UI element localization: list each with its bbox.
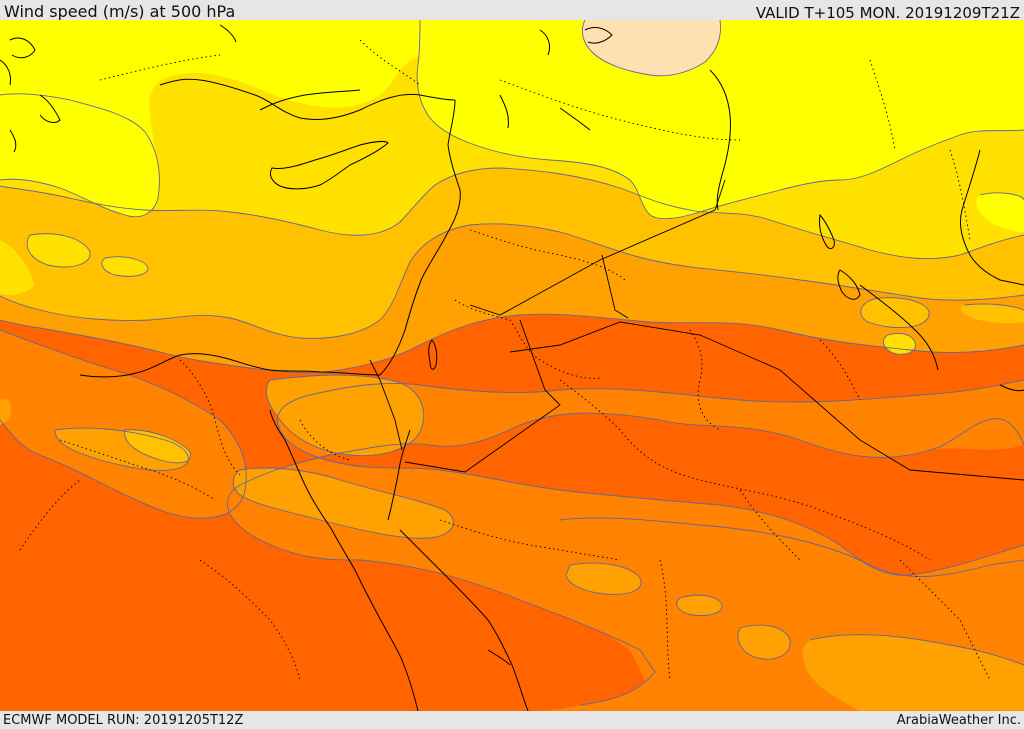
map-title: Wind speed (m/s) at 500 hPa bbox=[4, 2, 236, 21]
solid-borders bbox=[369, 179, 1024, 481]
country-borders bbox=[19, 39, 991, 681]
wind-band-1 bbox=[582, 20, 721, 76]
wind-band-4-patch-c bbox=[124, 429, 191, 463]
wind-band-5-patch-f bbox=[738, 625, 791, 660]
isotach-contours bbox=[0, 20, 1024, 706]
wind-band-5-patch-e bbox=[676, 595, 722, 616]
credit-label: ArabiaWeather Inc. bbox=[896, 713, 1021, 728]
wind-band-5-patch-h bbox=[0, 399, 12, 425]
wind-band-4-patch-b bbox=[960, 303, 1024, 324]
wind-band-3-patch-b bbox=[101, 256, 148, 277]
wind-speed-map bbox=[0, 20, 1024, 711]
wind-band-5-patch-g bbox=[802, 634, 1024, 711]
footer-bar bbox=[0, 711, 1024, 729]
model-run-label: ECMWF MODEL RUN: 20191205T12Z bbox=[3, 713, 244, 728]
wind-band-6-west bbox=[0, 330, 247, 519]
coastlines bbox=[0, 24, 1024, 711]
map-canvas bbox=[0, 20, 1024, 711]
wind-band-2-west-bay bbox=[0, 93, 160, 217]
wind-band-3-patch-d bbox=[883, 333, 916, 355]
wind-band-5-patch-d bbox=[566, 563, 641, 595]
wind-band-3-patch-c bbox=[0, 240, 35, 295]
wind-band-2-patch-a bbox=[976, 192, 1024, 232]
wind-band-5-patch-b bbox=[233, 468, 454, 539]
wind-band-2-north-east bbox=[417, 20, 1024, 219]
valid-time-label: VALID T+105 MON. 20191209T21Z bbox=[755, 4, 1020, 22]
wind-band-5-patch-a bbox=[266, 375, 424, 456]
wind-band-3-patch-a bbox=[27, 233, 91, 267]
header-bar bbox=[0, 0, 1024, 20]
